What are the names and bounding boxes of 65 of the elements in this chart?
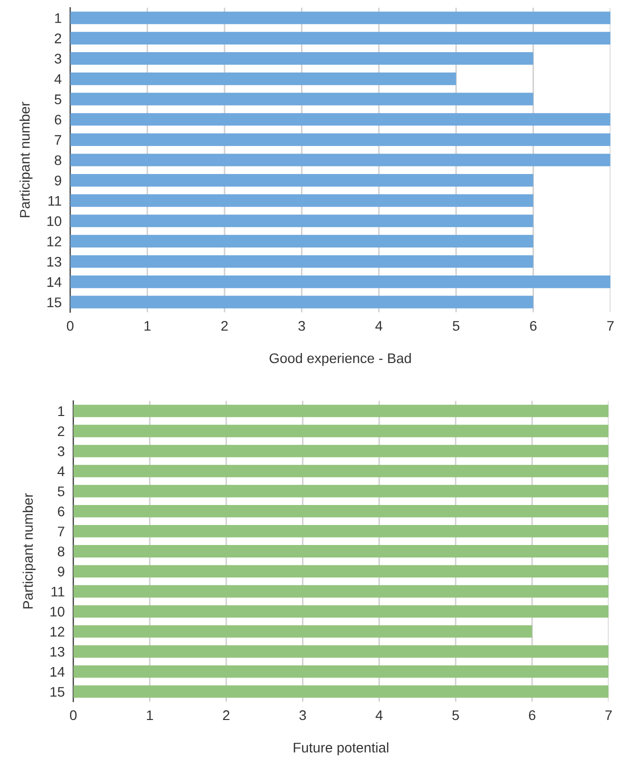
x-tick-label: 6 bbox=[530, 320, 537, 331]
y-tick-label: 13 bbox=[47, 256, 62, 267]
y-tick-label: 4 bbox=[58, 466, 65, 476]
x-tick-label: 7 bbox=[607, 321, 614, 331]
y-tick-label: 14 bbox=[47, 277, 62, 287]
y-tick-label: 15 bbox=[47, 298, 62, 308]
bar bbox=[70, 276, 610, 288]
y-tick-label: 8 bbox=[58, 546, 64, 556]
bar bbox=[70, 255, 534, 268]
y-tick-label: 11 bbox=[48, 196, 62, 206]
x-tick-label: 4 bbox=[375, 321, 382, 331]
y-tick-label: 7 bbox=[54, 135, 62, 145]
bar bbox=[70, 133, 610, 146]
x-tick-label: 1 bbox=[146, 710, 153, 720]
x-tick-label: 7 bbox=[605, 710, 612, 720]
y-tick-label: 1 bbox=[55, 13, 62, 23]
x-tick-label: 6 bbox=[528, 710, 536, 720]
x-axis-title: Good experience - Bad bbox=[270, 352, 411, 366]
y-tick-label: 8 bbox=[54, 155, 62, 166]
y-tick-label: 10 bbox=[47, 216, 62, 226]
bar bbox=[70, 174, 534, 187]
y-tick-label: 6 bbox=[54, 114, 62, 125]
x-tick-label: 2 bbox=[221, 320, 228, 331]
y-tick-label: 7 bbox=[58, 526, 64, 536]
x-tick-label: 1 bbox=[144, 321, 151, 331]
x-axis-title: Future potential bbox=[294, 742, 388, 756]
y-tick-label: 9 bbox=[54, 176, 62, 186]
bar bbox=[70, 154, 610, 166]
x-tick-label: 4 bbox=[376, 710, 383, 720]
bar bbox=[70, 12, 610, 24]
y-axis-title: Participant number bbox=[22, 493, 36, 608]
y-axis-title: Participant number bbox=[20, 102, 33, 218]
y-tick-label: 1 bbox=[58, 406, 64, 416]
x-tick-label: 3 bbox=[298, 320, 305, 331]
y-tick-label: 13 bbox=[50, 646, 64, 657]
y-tick-label: 12 bbox=[50, 626, 64, 636]
x-tick-label: 0 bbox=[70, 710, 77, 720]
y-tick-label: 14 bbox=[50, 667, 65, 677]
bar bbox=[70, 234, 534, 248]
y-tick-label: 10 bbox=[50, 606, 64, 617]
y-tick-label: 3 bbox=[54, 54, 62, 64]
y-tick-label: 15 bbox=[50, 687, 64, 697]
y-tick-label: 12 bbox=[47, 236, 62, 246]
y-tick-label: 11 bbox=[52, 586, 64, 596]
y-tick-label: 2 bbox=[58, 426, 64, 436]
y-tick-label: 5 bbox=[54, 94, 62, 104]
bar bbox=[70, 92, 534, 106]
y-tick-label: 5 bbox=[58, 486, 64, 496]
bar bbox=[70, 52, 534, 65]
x-tick-label: 2 bbox=[223, 710, 230, 720]
y-tick-label: 4 bbox=[54, 74, 62, 84]
bar bbox=[70, 194, 534, 207]
bar bbox=[70, 113, 610, 126]
x-tick-label: 5 bbox=[452, 710, 459, 720]
x-tick-label: 0 bbox=[66, 320, 74, 331]
bar bbox=[70, 32, 610, 44]
y-tick-label: 2 bbox=[54, 34, 62, 44]
bar bbox=[70, 214, 534, 228]
y-tick-label: 6 bbox=[58, 506, 64, 516]
bar bbox=[70, 72, 456, 86]
y-tick-label: 3 bbox=[58, 446, 64, 456]
x-tick-label: 3 bbox=[299, 710, 306, 720]
y-tick-label: 9 bbox=[58, 566, 64, 576]
x-tick-label: 5 bbox=[452, 321, 460, 331]
bar bbox=[70, 296, 534, 308]
